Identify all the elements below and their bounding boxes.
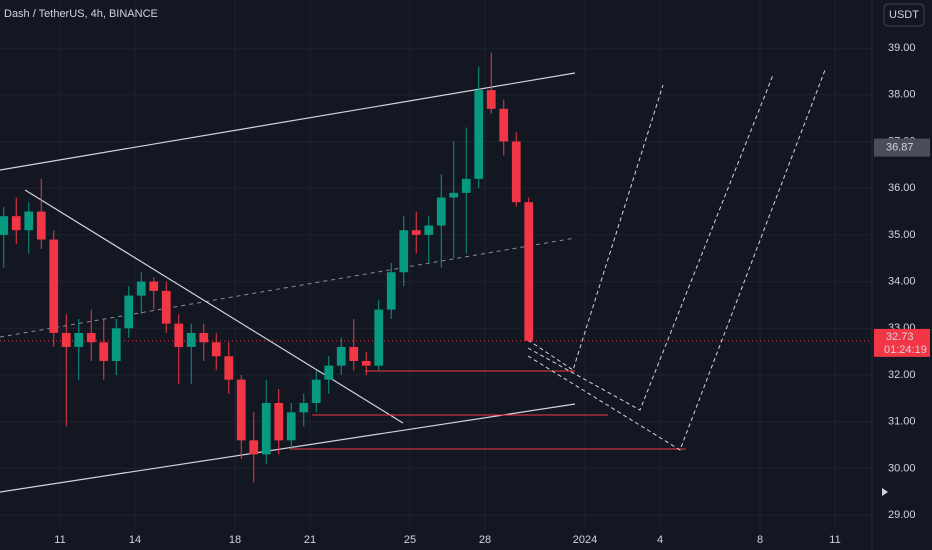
y-tick-label: 35.00 xyxy=(888,229,916,241)
candle-body xyxy=(111,328,121,361)
candle-body xyxy=(336,346,346,366)
candle-body xyxy=(311,379,321,403)
candle-body xyxy=(0,216,9,235)
x-tick-label: 28 xyxy=(479,534,491,546)
y-tick-label: 30.00 xyxy=(888,462,916,474)
candle-body xyxy=(99,342,109,361)
reference-price-label: 36.87 xyxy=(886,141,914,153)
candle-body xyxy=(361,360,371,366)
candle-body xyxy=(461,178,471,193)
candle-body xyxy=(449,192,459,198)
candle-body xyxy=(24,211,34,231)
currency-label[interactable]: USDT xyxy=(889,9,919,21)
candles xyxy=(0,52,534,483)
candle-body xyxy=(136,281,146,296)
channel-top xyxy=(0,72,576,171)
y-tick-label: 34.00 xyxy=(888,275,916,287)
projection xyxy=(527,84,664,371)
candle-body xyxy=(511,141,521,203)
candle-body xyxy=(474,90,484,179)
candle-body xyxy=(61,332,71,347)
candle-body xyxy=(49,239,59,333)
countdown-label: 01:24:19 xyxy=(884,344,927,356)
candle-body xyxy=(11,216,21,231)
downtrend-line xyxy=(24,189,404,424)
reference-price-box xyxy=(874,138,930,157)
y-tick-label: 31.00 xyxy=(888,416,916,428)
grid xyxy=(0,0,872,530)
candle-body xyxy=(436,197,446,226)
y-tick-label: 29.00 xyxy=(888,509,916,521)
currency-button[interactable] xyxy=(883,3,925,27)
candle-body xyxy=(249,440,259,455)
x-tick-label: 25 xyxy=(404,534,416,546)
candle-body xyxy=(74,332,84,347)
candle-body xyxy=(499,108,509,142)
candle-body xyxy=(299,402,309,413)
candle-body xyxy=(236,379,246,441)
candle-body xyxy=(174,323,184,347)
candle-body xyxy=(261,402,271,455)
y-tick-label: 38.00 xyxy=(888,89,916,101)
candle-body xyxy=(224,356,234,380)
y-tick-label: 32.00 xyxy=(888,369,916,381)
x-tick-label: 11 xyxy=(829,534,840,546)
candle-body xyxy=(524,202,534,341)
last-price-label: 32.73 xyxy=(886,331,914,343)
axes: 29.0030.0031.0032.0033.0034.0035.0036.00… xyxy=(54,42,930,546)
candle-body xyxy=(199,332,209,343)
candle-body xyxy=(211,342,221,357)
candle-body xyxy=(411,230,421,235)
candle-body xyxy=(424,225,434,235)
candle-body xyxy=(324,365,334,380)
candle-body xyxy=(486,90,496,109)
candle-body xyxy=(186,332,196,347)
last-price-box xyxy=(874,328,930,357)
y-tick-label: 36.00 xyxy=(888,182,916,194)
drawings xyxy=(0,69,826,493)
channel-mid xyxy=(0,237,576,338)
chart-title: Dash / TetherUS, 4h, BINANCE xyxy=(4,8,158,20)
projection xyxy=(527,74,774,411)
candle-body xyxy=(124,295,134,329)
candle-body xyxy=(36,211,46,240)
x-tick-label: 14 xyxy=(129,534,141,546)
candle-body xyxy=(86,332,96,343)
candle-body xyxy=(349,346,359,361)
x-tick-label: 18 xyxy=(229,534,241,546)
candle-body xyxy=(386,272,396,310)
x-tick-label: 4 xyxy=(657,534,663,546)
x-tick-label: 11 xyxy=(54,534,65,546)
y-tick-label: 39.00 xyxy=(888,42,916,54)
scroll-icon[interactable] xyxy=(882,488,888,496)
projection xyxy=(527,69,826,451)
candle-body xyxy=(161,290,171,324)
x-tick-label: 21 xyxy=(304,534,316,546)
x-tick-label: 2024 xyxy=(573,534,597,546)
x-tick-label: 8 xyxy=(757,534,763,546)
candle-body xyxy=(274,402,284,441)
channel-bottom xyxy=(0,403,576,493)
candle-body xyxy=(149,281,159,291)
candle-body xyxy=(286,412,296,441)
candle-body xyxy=(374,309,384,366)
candle-body xyxy=(399,230,409,273)
